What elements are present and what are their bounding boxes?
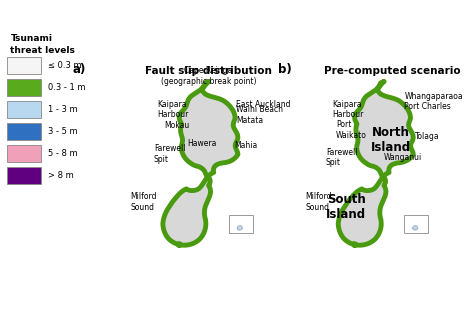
Bar <box>7 79 41 96</box>
Bar <box>7 56 41 74</box>
Text: > 8 m: > 8 m <box>48 171 74 180</box>
Polygon shape <box>179 82 238 178</box>
Text: Cape Reinga
(geographic break point): Cape Reinga (geographic break point) <box>161 66 256 86</box>
Polygon shape <box>338 178 386 245</box>
Text: Farewell
Spit: Farewell Spit <box>326 148 357 167</box>
Polygon shape <box>355 82 413 178</box>
Bar <box>7 123 41 140</box>
Bar <box>7 167 41 184</box>
Bar <box>7 145 41 162</box>
Bar <box>229 215 253 232</box>
Text: Kaipara
Harbour: Kaipara Harbour <box>333 100 364 119</box>
Text: Hawera: Hawera <box>187 139 217 148</box>
Text: Milford
Sound: Milford Sound <box>305 192 332 211</box>
Polygon shape <box>352 242 357 247</box>
Text: North
Island: North Island <box>371 126 411 154</box>
Text: Mahia: Mahia <box>234 141 257 150</box>
Polygon shape <box>176 242 182 247</box>
Text: South
Island: South Island <box>326 193 366 221</box>
Text: Wanganui: Wanganui <box>384 153 422 162</box>
Polygon shape <box>163 178 210 245</box>
Text: ≤ 0.3 m: ≤ 0.3 m <box>48 60 82 70</box>
Bar <box>404 215 428 232</box>
Text: 1 - 3 m: 1 - 3 m <box>48 105 78 114</box>
Text: Tsunami
threat levels: Tsunami threat levels <box>10 34 75 55</box>
Text: Kaipara
Harbour: Kaipara Harbour <box>157 100 189 119</box>
Text: East Auckland: East Auckland <box>236 100 291 109</box>
Text: Port Charles: Port Charles <box>404 102 451 111</box>
Polygon shape <box>237 226 242 230</box>
Text: Tolaga: Tolaga <box>415 132 439 141</box>
Text: Waihi Beach
Matata: Waihi Beach Matata <box>236 105 283 125</box>
Text: 5 - 8 m: 5 - 8 m <box>48 149 78 158</box>
Text: a): a) <box>72 63 85 76</box>
Text: 3 - 5 m: 3 - 5 m <box>48 127 78 136</box>
Text: Farewell
Spit: Farewell Spit <box>154 144 185 164</box>
Text: Pre-computed scenario: Pre-computed scenario <box>324 66 461 76</box>
Polygon shape <box>412 226 418 230</box>
Text: b): b) <box>278 63 292 76</box>
Text: 0.3 - 1 m: 0.3 - 1 m <box>48 83 85 92</box>
Text: Fault slip distribution: Fault slip distribution <box>145 66 272 76</box>
Text: Milford
Sound: Milford Sound <box>130 192 156 211</box>
Text: Mokau: Mokau <box>164 121 190 130</box>
Bar <box>7 101 41 118</box>
Text: Whangaparaoa: Whangaparaoa <box>404 91 463 100</box>
Text: Port
Waikato: Port Waikato <box>336 121 367 140</box>
